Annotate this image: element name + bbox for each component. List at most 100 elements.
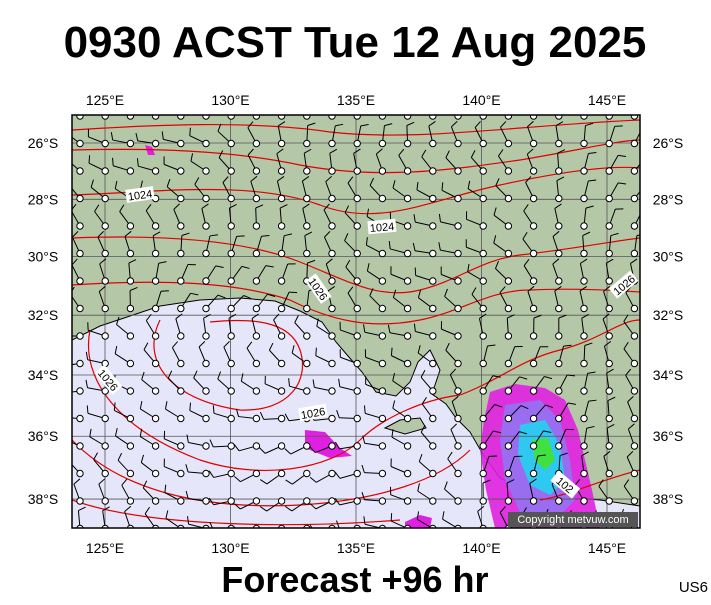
station — [530, 140, 536, 146]
station — [253, 168, 259, 174]
wind-barb — [89, 155, 90, 163]
title: 0930 ACST Tue 12 Aug 2025 — [64, 18, 647, 67]
station — [203, 388, 209, 394]
wind-barb — [552, 94, 558, 100]
station — [203, 113, 209, 119]
wind-barb — [408, 99, 414, 116]
station — [329, 415, 335, 421]
station — [455, 278, 461, 284]
lon-label: 145°E — [588, 540, 626, 556]
lat-label: 38°S — [653, 491, 684, 507]
wind-barb — [311, 98, 319, 99]
lat-label: 30°S — [28, 249, 59, 265]
station — [278, 470, 284, 476]
wind-barb — [307, 99, 312, 116]
station — [152, 360, 158, 366]
station — [505, 498, 511, 504]
station — [581, 443, 587, 449]
station — [480, 470, 486, 476]
station — [304, 195, 310, 201]
station — [379, 278, 385, 284]
station — [505, 470, 511, 476]
station — [304, 360, 310, 366]
station — [77, 223, 83, 229]
station — [329, 223, 335, 229]
station — [152, 333, 158, 339]
station — [455, 305, 461, 311]
station — [203, 250, 209, 256]
station — [127, 498, 133, 504]
wind-barb — [58, 359, 62, 366]
station — [530, 168, 536, 174]
station — [278, 333, 284, 339]
station — [127, 305, 133, 311]
station — [102, 333, 108, 339]
station — [430, 305, 436, 311]
station — [530, 470, 536, 476]
station — [329, 388, 335, 394]
station — [203, 305, 209, 311]
wind-barb — [646, 185, 654, 187]
station — [278, 250, 284, 256]
station — [329, 113, 335, 119]
station — [354, 140, 360, 146]
wind-barb — [526, 94, 531, 100]
station — [178, 195, 184, 201]
station — [354, 305, 360, 311]
wind-barb — [316, 348, 317, 356]
station — [530, 498, 536, 504]
station — [304, 305, 310, 311]
station — [379, 195, 385, 201]
station — [178, 333, 184, 339]
station — [480, 333, 486, 339]
station — [455, 470, 461, 476]
station — [606, 360, 612, 366]
lon-label: 130°E — [211, 540, 249, 556]
station — [606, 415, 612, 421]
station — [178, 168, 184, 174]
station — [278, 113, 284, 119]
wind-barb — [113, 158, 114, 166]
station — [404, 140, 410, 146]
lon-label: 140°E — [462, 92, 500, 108]
station — [455, 223, 461, 229]
station — [480, 168, 486, 174]
wind-barb — [634, 98, 636, 116]
station — [455, 333, 461, 339]
station — [127, 388, 133, 394]
station — [278, 360, 284, 366]
station — [581, 195, 587, 201]
wind-barb — [364, 405, 365, 413]
station — [404, 305, 410, 311]
station — [203, 333, 209, 339]
station — [430, 195, 436, 201]
station — [556, 195, 562, 201]
station — [354, 195, 360, 201]
station — [329, 498, 335, 504]
station — [455, 443, 461, 449]
station — [581, 388, 587, 394]
station — [631, 140, 637, 146]
station — [152, 113, 158, 119]
station — [581, 113, 587, 119]
station — [404, 498, 410, 504]
station — [127, 168, 133, 174]
wind-barb — [643, 210, 651, 211]
station — [455, 140, 461, 146]
wind-barb — [265, 529, 282, 535]
station — [127, 443, 133, 449]
station — [606, 195, 612, 201]
station — [581, 305, 587, 311]
station — [77, 250, 83, 256]
station — [329, 140, 335, 146]
station — [404, 168, 410, 174]
copyright: Copyright metvuw.com — [517, 514, 628, 526]
wind-barb — [249, 94, 255, 100]
station — [606, 250, 612, 256]
station — [127, 360, 133, 366]
station — [530, 223, 536, 229]
wind-barb — [391, 100, 399, 101]
station — [77, 443, 83, 449]
station — [329, 305, 335, 311]
station — [253, 360, 259, 366]
